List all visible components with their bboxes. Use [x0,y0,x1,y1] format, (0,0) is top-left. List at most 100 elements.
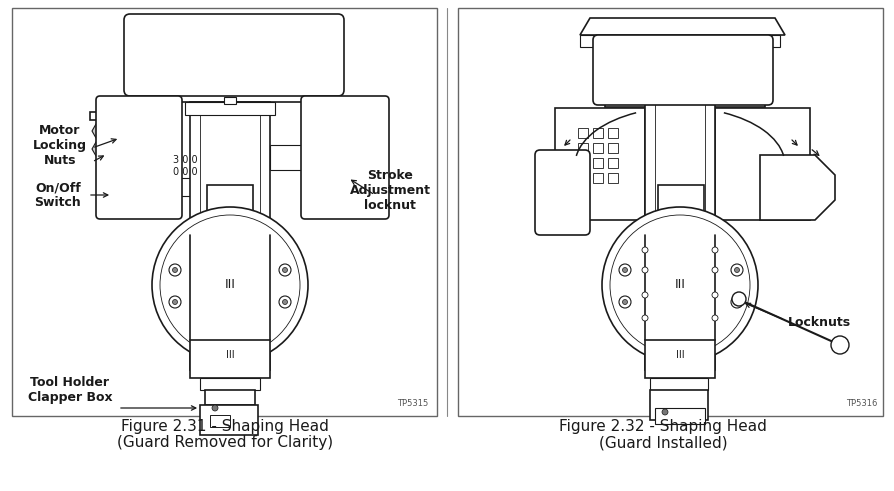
Bar [579,35,780,47]
Circle shape [641,267,647,273]
Circle shape [712,247,717,253]
Circle shape [641,315,647,321]
Bar [167,178,195,196]
Polygon shape [714,108,809,220]
Circle shape [602,207,757,363]
Bar [593,128,603,138]
Bar [190,235,270,340]
Bar [578,158,587,168]
Circle shape [160,215,299,355]
Bar [199,405,257,435]
Polygon shape [554,108,645,220]
Text: 0 0 0: 0 0 0 [173,167,197,177]
Bar [155,90,313,102]
Text: III: III [674,278,685,292]
Text: TP5316: TP5316 [845,399,876,408]
Text: (Guard Installed): (Guard Installed) [598,436,727,451]
Circle shape [279,296,291,308]
Bar [657,185,704,223]
Circle shape [622,268,627,273]
Polygon shape [92,142,108,156]
Text: III: III [675,350,684,360]
Bar [607,173,618,183]
Circle shape [152,207,308,363]
Circle shape [712,267,717,273]
Polygon shape [759,155,834,220]
Circle shape [279,264,291,276]
Circle shape [173,268,177,273]
FancyBboxPatch shape [535,150,589,235]
Polygon shape [92,124,108,138]
Bar [578,173,587,183]
Text: TP5315: TP5315 [396,399,427,408]
Bar [224,97,236,104]
Bar [578,143,587,153]
Circle shape [731,292,746,306]
Bar [654,408,704,424]
Text: III: III [224,278,235,292]
Bar [645,100,714,370]
Circle shape [712,292,717,298]
Bar [593,173,603,183]
Circle shape [316,132,373,188]
Circle shape [730,296,742,308]
Bar [210,415,230,427]
Bar [12,8,436,416]
Circle shape [734,300,738,304]
Circle shape [830,336,848,354]
Circle shape [641,292,647,298]
Circle shape [734,268,738,273]
Polygon shape [90,112,110,120]
Text: 3 0 0: 3 0 0 [173,155,197,165]
Polygon shape [579,18,784,35]
Bar [607,158,618,168]
Bar [593,143,603,153]
Bar [649,378,707,390]
Bar [190,340,270,378]
Circle shape [622,300,627,304]
Bar [649,390,707,420]
Circle shape [169,296,181,308]
Bar [645,235,714,340]
Bar [199,378,260,390]
Bar [458,8,882,416]
Bar [645,340,714,378]
Text: Tool Holder
Clapper Box: Tool Holder Clapper Box [28,376,112,404]
Circle shape [678,85,687,95]
Circle shape [552,182,568,198]
Bar [207,185,253,223]
Bar [607,143,618,153]
Text: Figure 2.31 - Shaping Head: Figure 2.31 - Shaping Head [121,419,329,435]
Circle shape [712,315,717,321]
Circle shape [641,247,647,253]
Bar [190,102,270,370]
Circle shape [283,268,287,273]
Polygon shape [100,103,120,112]
Bar [604,95,764,107]
Bar [205,390,255,405]
FancyBboxPatch shape [593,35,772,105]
Bar [185,102,274,115]
Circle shape [227,79,237,89]
Text: Stroke
Adjustment
locknut: Stroke Adjustment locknut [350,168,430,212]
Text: (Guard Removed for Clarity): (Guard Removed for Clarity) [117,436,333,451]
Bar [593,158,603,168]
FancyBboxPatch shape [124,14,343,96]
Bar [607,128,618,138]
Circle shape [610,215,749,355]
Circle shape [679,87,685,92]
Circle shape [619,296,630,308]
Text: Locknuts: Locknuts [787,316,850,328]
Circle shape [212,405,218,411]
Bar [270,145,308,170]
FancyBboxPatch shape [96,96,181,219]
FancyBboxPatch shape [300,96,389,219]
Circle shape [229,82,234,86]
Bar [649,148,667,176]
Circle shape [730,264,742,276]
Text: III: III [225,350,234,360]
Text: Motor
Locking
Nuts: Motor Locking Nuts [33,124,87,166]
Circle shape [283,300,287,304]
Circle shape [173,300,177,304]
Bar [645,95,658,103]
